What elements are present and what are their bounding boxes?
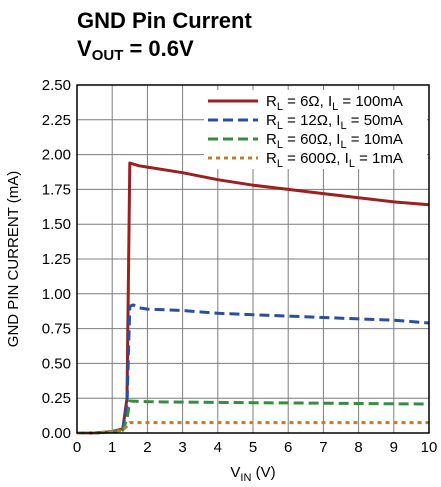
legend-entry: RL = 12Ω, IL = 50mA — [266, 112, 403, 132]
legend-entry-part: = 10mA — [347, 131, 403, 148]
legend-entry-part: = 100mA — [338, 93, 403, 110]
legend-entry-part: = 12Ω, I — [283, 112, 341, 129]
y-tick-label: 0.50 — [42, 355, 71, 372]
y-tick-label: 1.50 — [42, 216, 71, 233]
legend-entry-part: L — [277, 158, 283, 170]
x-tick-label: 4 — [214, 439, 222, 456]
x-tick-label: 3 — [178, 439, 186, 456]
x-tick-label: 2 — [143, 439, 151, 456]
y-tick-label: 1.00 — [42, 286, 71, 303]
legend-entry-part: L — [277, 120, 283, 132]
legend-entry-part: = 60Ω, I — [283, 131, 341, 148]
y-tick-label: 2.00 — [42, 147, 71, 164]
y-tick-label: 0.75 — [42, 321, 71, 338]
legend-entry: RL = 6Ω, IL = 100mA — [266, 93, 403, 113]
legend-entry: RL = 600Ω, IL = 1mA — [266, 150, 403, 170]
legend-entry-part: L — [340, 139, 346, 151]
x-tick-label: 10 — [421, 439, 438, 456]
subtitle-subscript: OUT — [91, 47, 124, 64]
x-tick-label: 7 — [319, 439, 327, 456]
x-axis-label-prefix: V — [230, 464, 240, 481]
x-tick-label: 1 — [108, 439, 116, 456]
x-tick-label: 5 — [249, 439, 257, 456]
y-tick-label: 2.50 — [42, 77, 71, 94]
x-tick-label: 8 — [354, 439, 362, 456]
x-axis-label-subscript: IN — [240, 472, 251, 484]
legend-entry-part: R — [266, 93, 277, 110]
legend-entry: RL = 60Ω, IL = 10mA — [266, 131, 403, 151]
legend-entry-part: = 50mA — [347, 112, 403, 129]
legend-entry-part: L — [277, 139, 283, 151]
y-tick-labels: 0.00 0.25 0.50 0.75 1.00 1.25 1.50 1.75 2.00 2.25… — [42, 77, 71, 442]
legend-entry-part: = 600Ω, I — [283, 150, 349, 167]
legend-entry-part: = 1mA — [355, 150, 403, 167]
x-tick-label: 0 — [73, 439, 81, 456]
y-tick-label: 0.25 — [42, 390, 71, 407]
legend-entry-part: L — [340, 120, 346, 132]
legend-entry-part: L — [332, 101, 338, 113]
series-line — [77, 421, 429, 435]
x-tick-labels: 0 1 2 3 4 5 6 7 8 9 10 — [73, 439, 438, 456]
subtitle-prefix: V — [77, 36, 92, 61]
x-axis-label: VIN (V) — [230, 464, 275, 484]
y-tick-label: 1.25 — [42, 251, 71, 268]
legend-entry-part: R — [266, 112, 277, 129]
legend-entry-part: L — [349, 158, 355, 170]
x-tick-label: 6 — [284, 439, 292, 456]
x-tick-label: 9 — [390, 439, 398, 456]
legend-entry-part: R — [266, 150, 277, 167]
chart-subtitle: VOUT = 0.6V — [77, 36, 194, 69]
legend-entry-part: L — [277, 101, 283, 113]
series-line — [77, 399, 430, 435]
subtitle-suffix: = 0.6V — [123, 36, 194, 61]
legend-entry-part: = 6Ω, I — [283, 93, 332, 110]
y-tick-label: 1.75 — [42, 181, 71, 198]
y-tick-label: 2.25 — [42, 112, 71, 129]
y-tick-label: 0.00 — [42, 425, 71, 442]
series-line — [77, 303, 430, 435]
x-axis-label-suffix: (V) — [251, 464, 275, 481]
legend-entry-part: R — [266, 131, 277, 148]
chart-title: GND Pin Current — [77, 8, 252, 33]
y-axis-label: GND PIN CURRENT (mA) — [5, 171, 22, 347]
legend-background — [204, 90, 427, 169]
series-layer — [77, 161, 430, 435]
plot-frame — [76, 84, 430, 434]
